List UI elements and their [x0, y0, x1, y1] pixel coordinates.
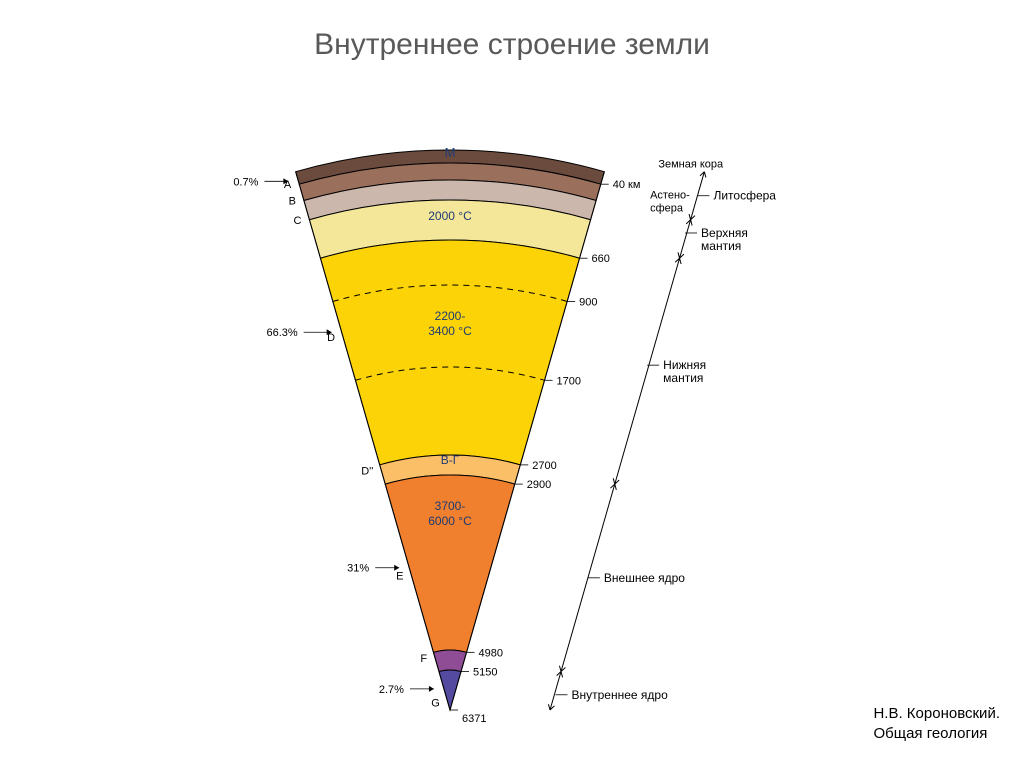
depth-label: 6371 — [462, 713, 486, 725]
scale-label: Нижняя — [663, 358, 706, 372]
depth-label: 4980 — [479, 647, 503, 659]
percent-label: 2.7% — [379, 684, 404, 696]
wedge-label-t3700a: 3700- — [435, 499, 466, 513]
layer-name: Астено- — [650, 190, 690, 202]
wedge-label-t2200a: 2200- — [435, 309, 466, 323]
wedge-label-t2000: 2000 °C — [428, 209, 472, 223]
depth-label: 2900 — [527, 479, 551, 491]
depth-label: 2700 — [532, 460, 556, 472]
percent-label: 0.7% — [233, 176, 258, 188]
percent-label: 31% — [347, 563, 369, 575]
percent-label: 66.3% — [266, 327, 297, 339]
page-title: Внутреннее строение земли — [0, 28, 1024, 62]
scale-label: Литосфера — [713, 189, 776, 203]
wedge-label-t2200b: 3400 °C — [428, 324, 472, 338]
zone-letter: F — [420, 653, 427, 665]
depth-label: 1700 — [557, 375, 581, 387]
scale-label: Внутреннее ядро — [572, 688, 669, 702]
scale-label: Верхняя — [701, 226, 748, 240]
zone-letter: C — [293, 215, 301, 227]
layer-lower-mantle — [320, 240, 579, 465]
layer-name: Земная кора — [658, 159, 724, 171]
credit-line-1: Н.В. Короновский. — [873, 705, 1000, 722]
zone-letter: E — [396, 570, 403, 582]
zone-letter: G — [431, 697, 440, 709]
depth-label: 900 — [579, 296, 597, 308]
scale-seg — [680, 220, 691, 258]
wedge-label-t3700b: 6000 °C — [428, 514, 472, 528]
scale-label: Внешнее ядро — [604, 571, 685, 585]
scale-label: мантия — [701, 239, 741, 253]
depth-label: 40 км — [613, 179, 641, 191]
depth-label: 660 — [592, 253, 610, 265]
zone-letter: D'' — [361, 466, 373, 478]
earth-diagram: M 2000 °C 2200-3400 °C В-Г 3700-6000 °C 40 км… — [0, 90, 1024, 770]
layer-name: сфера — [650, 203, 684, 215]
wedge-label-vg: В-Г — [441, 453, 460, 467]
credit-line-2: Общая геология — [873, 725, 987, 742]
zone-letter: B — [289, 196, 296, 208]
percent-arrowhead — [429, 686, 434, 692]
credit: Н.В. Короновский. Общая геология — [873, 704, 1000, 745]
layer-inner-core — [439, 670, 461, 710]
scale-label: мантия — [663, 371, 703, 385]
depth-label: 5150 — [473, 667, 497, 679]
scale-seg — [550, 672, 561, 710]
wedge-label-M: M — [445, 145, 456, 160]
